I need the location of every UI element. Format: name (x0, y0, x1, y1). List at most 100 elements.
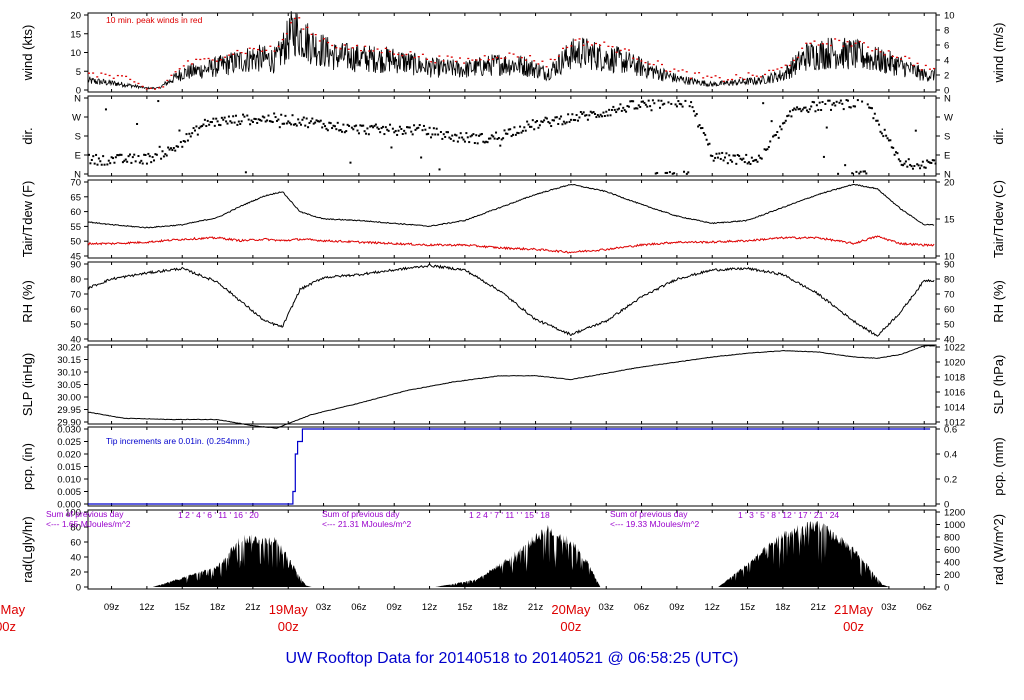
direction-point (454, 133, 457, 136)
direction-point (428, 126, 431, 129)
direction-point (551, 119, 554, 122)
direction-point (414, 128, 417, 131)
direction-point (753, 159, 756, 162)
wind-peak-point (302, 28, 305, 30)
wind-peak-point (557, 55, 560, 57)
direction-point (393, 131, 396, 134)
direction-point (513, 126, 516, 129)
x-tick-label: 09z (669, 602, 685, 613)
direction-point (124, 158, 127, 161)
direction-point (873, 112, 876, 115)
direction-point (226, 122, 229, 125)
y2-tick-label: 1018 (944, 373, 965, 384)
direction-point (387, 129, 390, 132)
direction-point (151, 156, 154, 159)
direction-point (418, 124, 421, 127)
y-tick-label: 50 (70, 320, 81, 331)
radiation-hour-labels: 1 2 4 ' 7 ' 11 ' ' 15 ' 18 (469, 510, 550, 520)
direction-point (667, 101, 670, 104)
direction-point (786, 115, 789, 118)
direction-point (560, 115, 563, 118)
direction-point (136, 122, 139, 125)
direction-point (478, 134, 481, 137)
direction-point (548, 122, 551, 125)
direction-point (490, 134, 493, 137)
y2-tick-label: 10 (944, 252, 955, 263)
direction-point (184, 140, 187, 143)
direction-point (202, 123, 205, 126)
direction-point (362, 124, 365, 127)
direction-point (716, 156, 719, 159)
wind-peak-point (628, 49, 631, 51)
direction-point (776, 131, 779, 134)
direction-point (930, 161, 933, 164)
direction-point (773, 134, 776, 137)
wind-peak-point (508, 52, 511, 54)
direction-point (268, 120, 271, 123)
direction-point (724, 156, 726, 159)
wind-peak-point (496, 56, 499, 59)
wind-peak-point (277, 45, 280, 48)
direction-point (397, 129, 400, 132)
direction-point (244, 171, 247, 174)
direction-point (288, 121, 291, 124)
direction-point (663, 102, 666, 105)
direction-point (284, 114, 287, 117)
wind-peak-point (615, 51, 618, 53)
y-tick-label: 29.90 (57, 418, 81, 429)
direction-point (233, 121, 236, 124)
wind-peak-point (595, 42, 598, 45)
direction-point (756, 160, 759, 163)
wind-peak-point (504, 57, 507, 59)
y-tick-label: 60 (70, 305, 81, 316)
direction-point (807, 111, 810, 114)
direction-point (746, 162, 749, 165)
precip-series (88, 428, 931, 505)
wind-peak-point (442, 60, 445, 62)
direction-point (242, 113, 245, 116)
direction-point (666, 171, 669, 174)
direction-point (121, 161, 124, 164)
direction-point (796, 106, 799, 109)
direction-point (917, 164, 920, 167)
wind-peak-point (801, 47, 804, 49)
y-tick-label: 30.05 (57, 380, 81, 391)
y2-tick-label: 0 (944, 500, 949, 511)
direction-point (538, 124, 541, 127)
direction-point (449, 137, 452, 140)
direction-point (479, 133, 482, 136)
direction-point (137, 155, 140, 158)
direction-point (410, 130, 413, 133)
direction-point (107, 159, 110, 162)
wind-peak-point (182, 65, 185, 67)
direction-point (171, 149, 174, 152)
direction-point (345, 130, 348, 133)
y-tick-label: 55 (70, 222, 81, 233)
direction-point (349, 161, 352, 164)
direction-point (275, 119, 278, 122)
direction-point (380, 127, 383, 130)
direction-point (526, 120, 529, 123)
direction-point (536, 120, 539, 123)
direction-point (512, 133, 514, 136)
direction-point (725, 152, 728, 155)
wind-peak-point (294, 17, 297, 20)
direction-point (719, 157, 722, 160)
wind-peak-point (207, 57, 210, 60)
y2-tick-label: 1000 (944, 520, 965, 531)
direction-point (814, 110, 817, 113)
direction-point (203, 118, 206, 121)
direction-point (485, 140, 488, 143)
wind-peak-point (120, 75, 123, 77)
wind-peak-point (417, 56, 420, 58)
direction-point (927, 160, 930, 163)
direction-point (495, 131, 498, 134)
direction-point (521, 129, 524, 132)
direction-point (674, 103, 677, 106)
direction-point (448, 136, 451, 139)
direction-point (728, 154, 731, 157)
direction-point (879, 130, 882, 133)
direction-point (575, 114, 578, 117)
y-tick-label: 30.10 (57, 368, 81, 379)
y-tick-label: 0.015 (57, 462, 81, 473)
